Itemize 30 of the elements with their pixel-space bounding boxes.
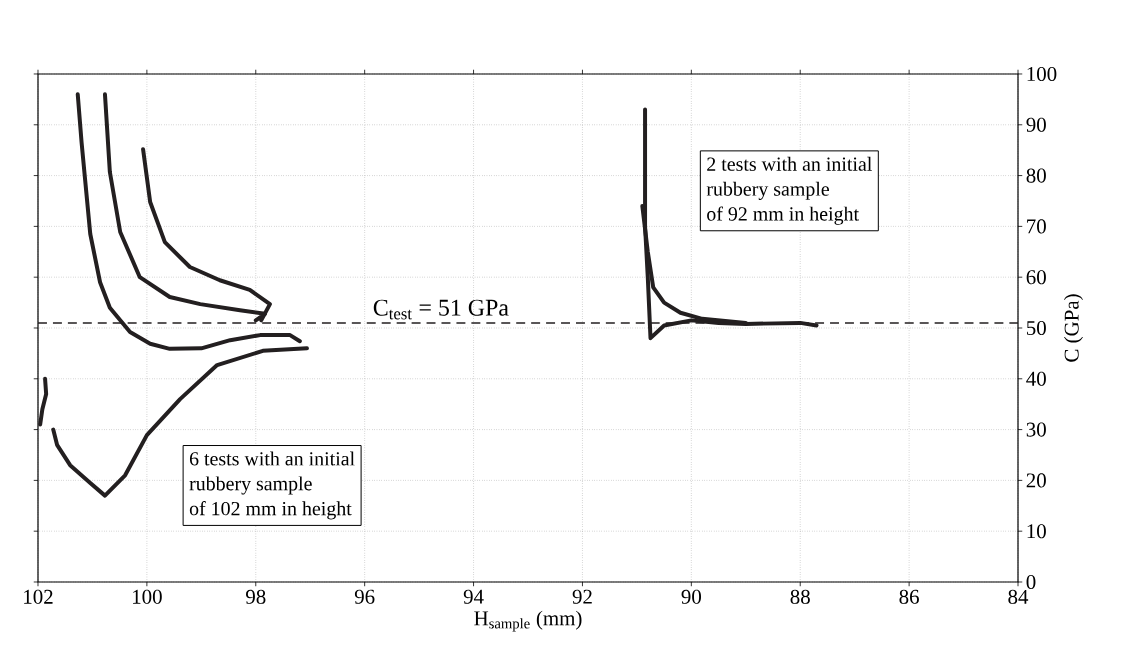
x-axis-title: H$_{sample}$ (mm) [474,610,582,632]
x-tick-label: 88 [790,589,810,604]
annotation: 2 tests with an initial [707,156,872,171]
y-tick-label: 60 [1026,270,1046,285]
y-tick-label: 20 [1026,473,1046,488]
y-tick-label: 80 [1026,168,1046,183]
x-tick-label: 86 [899,589,919,604]
annotation: of 92 mm in height [707,206,859,225]
x-tick-label: 100 [133,589,162,604]
y-tick-label: 90 [1026,117,1046,132]
x-tick-label: 92 [572,589,592,604]
y-tick-label: 30 [1026,422,1046,437]
annotation: rubbery sample [189,476,312,495]
y-tick-label: 40 [1026,371,1046,386]
y-tick-label: 70 [1027,219,1046,234]
x-tick-label: 84 [1008,589,1029,604]
x-tick-label: 90 [681,589,701,604]
x-tick-label: 102 [24,589,53,604]
annotation: of 102 mm in height [189,501,352,520]
y-tick-label: 100 [1027,66,1057,82]
x-tick-label: 94 [463,589,484,604]
y-tick-label: 10 [1027,524,1046,539]
annotation: 6 tests with an initial [189,451,355,466]
y-tick-label: 50 [1026,320,1046,336]
y-tick-label: 0 [1026,574,1036,590]
x-tick-label: 96 [354,589,375,604]
annotation: rubbery sample [706,181,829,200]
x-tick-label: 98 [245,589,266,604]
ref-line-label: C$_{test}$ = 51 GPa [373,299,509,320]
y-axis-title: C (GPa) [1064,294,1083,362]
